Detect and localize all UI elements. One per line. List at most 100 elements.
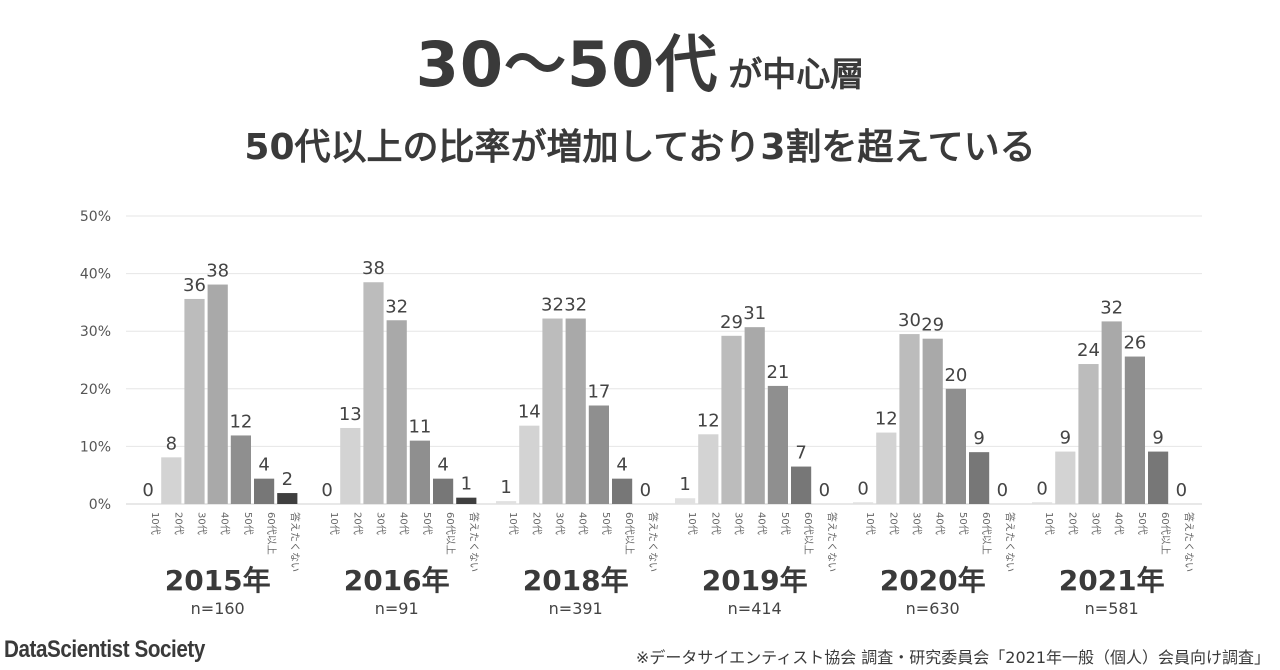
bar-value-label: 0 xyxy=(857,478,868,499)
group-year-label: 2018年 xyxy=(523,564,629,597)
category-label: 60代以上 xyxy=(623,512,635,555)
category-label: 答えたくない xyxy=(1182,512,1195,572)
bar xyxy=(363,282,384,504)
y-tick-label: 40% xyxy=(80,267,111,283)
bar xyxy=(853,502,874,504)
bar-value-label: 8 xyxy=(166,433,177,454)
bar-value-label: 12 xyxy=(875,409,898,430)
bar-value-label: 0 xyxy=(1036,478,1047,499)
bar-value-label: 2 xyxy=(282,469,293,490)
bar xyxy=(588,405,609,504)
bar-value-label: 0 xyxy=(819,480,830,501)
bar-value-label: 30 xyxy=(898,310,921,331)
bar xyxy=(1032,502,1053,504)
category-label: 40代 xyxy=(398,512,410,535)
bar-value-label: 26 xyxy=(1123,333,1146,354)
category-label: 50代 xyxy=(957,512,969,535)
bar-value-label: 4 xyxy=(258,455,269,476)
bar xyxy=(767,385,788,504)
bar-value-label: 38 xyxy=(206,261,229,282)
category-label: 10代 xyxy=(328,512,340,535)
category-label: 答えたくない xyxy=(1003,512,1016,572)
bar-value-label: 1 xyxy=(500,477,511,498)
category-label: 10代 xyxy=(149,512,161,535)
bar-value-label: 7 xyxy=(795,443,806,464)
category-label: 20代 xyxy=(1066,512,1078,535)
category-label: 30代 xyxy=(375,512,387,535)
bar xyxy=(899,334,920,504)
category-label: 答えたくない xyxy=(467,512,480,572)
y-tick-label: 0% xyxy=(89,497,111,513)
bar xyxy=(922,338,943,504)
bar-value-label: 24 xyxy=(1077,340,1100,361)
bar xyxy=(207,284,228,504)
group-year-label: 2019年 xyxy=(702,564,808,597)
source-note: ※データサイエンティスト協会 調査・研究委員会「2021年一般（個人）会員向け調… xyxy=(635,648,1270,667)
bar xyxy=(1078,364,1099,504)
category-label: 50代 xyxy=(421,512,433,535)
group-sample-size: n=91 xyxy=(375,599,419,618)
bar xyxy=(161,457,182,504)
bar-value-label: 12 xyxy=(229,411,252,432)
category-label: 10代 xyxy=(686,512,698,535)
bar-value-label: 9 xyxy=(1060,428,1071,449)
bar-value-label: 32 xyxy=(1100,297,1123,318)
bar xyxy=(254,478,275,504)
category-label: 20代 xyxy=(887,512,899,535)
bar xyxy=(1055,451,1076,504)
category-label: 50代 xyxy=(242,512,254,535)
y-tick-label: 20% xyxy=(80,382,111,398)
bar xyxy=(230,435,251,504)
category-label: 答えたくない xyxy=(825,512,838,572)
category-label: 60代以上 xyxy=(1159,512,1171,555)
main-title-suffix: が中心層 xyxy=(728,55,865,95)
bar-value-label: 12 xyxy=(697,410,720,431)
bar-value-label: 14 xyxy=(518,402,541,423)
group-year-label: 2016年 xyxy=(344,564,450,597)
category-label: 30代 xyxy=(554,512,566,535)
category-label: 20代 xyxy=(351,512,363,535)
category-label: 60代以上 xyxy=(802,512,814,555)
category-label: 60代以上 xyxy=(444,512,456,555)
group-sample-size: n=630 xyxy=(906,599,960,618)
category-label: 50代 xyxy=(779,512,791,535)
category-label: 60代以上 xyxy=(265,512,277,555)
bar xyxy=(456,497,477,504)
main-title-emphasis: 30～50代 xyxy=(415,28,719,101)
category-label: 40代 xyxy=(934,512,946,535)
group-sample-size: n=414 xyxy=(728,599,782,618)
category-label: 10代 xyxy=(1043,512,1055,535)
y-tick-label: 10% xyxy=(80,439,111,455)
bar-value-label: 32 xyxy=(385,296,408,317)
y-tick-label: 30% xyxy=(80,324,111,340)
category-label: 40代 xyxy=(756,512,768,535)
bar-value-label: 0 xyxy=(640,480,651,501)
bar-value-label: 38 xyxy=(362,258,385,279)
bar xyxy=(721,335,742,504)
category-label: 30代 xyxy=(1090,512,1102,535)
bar-value-label: 32 xyxy=(564,295,587,316)
bar xyxy=(1124,356,1145,504)
bar-value-label: 4 xyxy=(437,455,448,476)
bar xyxy=(340,427,361,504)
y-tick-label: 50% xyxy=(80,209,111,225)
bar-value-label: 9 xyxy=(1152,428,1163,449)
bar xyxy=(744,327,765,504)
bar xyxy=(433,478,454,504)
bar xyxy=(565,318,586,504)
category-label: 20代 xyxy=(709,512,721,535)
bar xyxy=(1148,451,1169,504)
bar-value-label: 0 xyxy=(997,480,1008,501)
bar-value-label: 29 xyxy=(720,312,743,333)
category-label: 答えたくない xyxy=(288,512,301,572)
bar-value-label: 29 xyxy=(921,315,944,336)
bar xyxy=(1101,321,1122,504)
bar xyxy=(675,498,696,504)
category-label: 60代以上 xyxy=(980,512,992,555)
category-label: 50代 xyxy=(1136,512,1148,535)
bar xyxy=(876,432,897,504)
bar-value-label: 1 xyxy=(679,474,690,495)
bar-value-label: 0 xyxy=(142,480,153,501)
category-label: 20代 xyxy=(172,512,184,535)
main-title: 30～50代 が中心層 xyxy=(0,14,1280,104)
